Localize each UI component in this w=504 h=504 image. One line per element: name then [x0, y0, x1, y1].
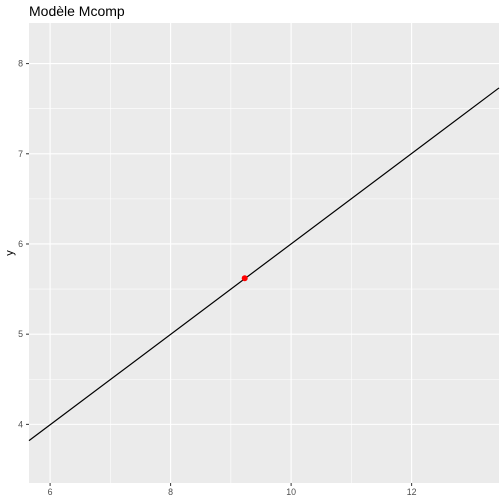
series-line	[28, 87, 500, 442]
y-tick-label: 7	[18, 149, 23, 159]
x-axis: 6 8 10 12	[48, 483, 417, 497]
major-gridlines	[29, 23, 499, 483]
plot-panel	[29, 23, 499, 483]
x-tick-label: 10	[286, 487, 296, 497]
y-tick-label: 4	[18, 419, 23, 429]
x-tick-label: 6	[48, 487, 53, 497]
y-tick-label: 6	[18, 239, 23, 249]
y-tick-label: 5	[18, 329, 23, 339]
chart-title: Modèle Mcomp	[29, 3, 125, 19]
data-point	[241, 275, 248, 282]
y-tick-label: 8	[18, 59, 23, 69]
x-tick-label: 12	[407, 487, 417, 497]
y-axis: 4 5 6 7 8	[18, 59, 29, 429]
series-layer	[28, 87, 500, 442]
minor-gridlines	[29, 23, 499, 483]
x-tick-label: 8	[168, 487, 173, 497]
y-axis-title: y	[4, 250, 16, 256]
